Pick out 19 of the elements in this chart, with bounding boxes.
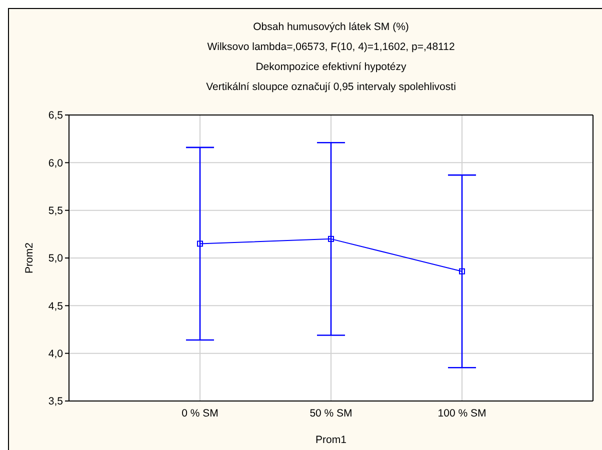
point (459, 268, 465, 274)
x-axis-title: Prom1 (316, 434, 347, 446)
x-tick-label: 50 % SM (310, 407, 352, 420)
y-tick-label: 5,0 (48, 252, 64, 265)
chart-subtitle: Wilksovo lambda=,06573, F(10, 4)=1,1602, p=,48112 (206, 40, 456, 55)
y-tick-label: 6,0 (48, 157, 64, 170)
x-tick-label: 100 % SM (438, 407, 486, 420)
y-axis-title: Prom2 (24, 242, 36, 274)
y-tick-label: 4,0 (48, 348, 64, 360)
point (197, 240, 203, 247)
text: Vertikální sloupce označují 0,95 intervaly spolehlivosti (205, 80, 457, 95)
y-tick-label: 3,5 (48, 396, 64, 408)
chart-title: Obsah humusových látek SM (%) (252, 20, 410, 35)
y-tick-label: 5,5 (48, 205, 64, 218)
text: Dekompozice efektivní hypotézy (254, 60, 408, 75)
x-tick-label: 0 % SM (182, 407, 218, 420)
point (328, 236, 334, 242)
y-tick-label: 6,5 (48, 110, 64, 122)
y-tick-label: 4,5 (48, 300, 64, 312)
